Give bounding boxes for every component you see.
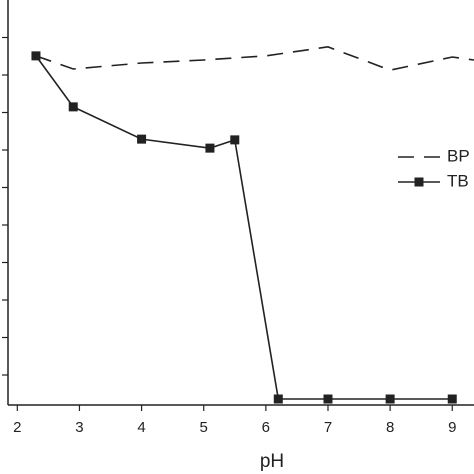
x-axis-title: pH [260, 451, 284, 472]
marker [68, 102, 78, 112]
marker [385, 394, 395, 404]
x-tick-label: 2 [13, 419, 21, 436]
series-line [35, 46, 474, 71]
x-tick-label: 4 [137, 419, 145, 436]
x-tick-label: 3 [75, 419, 83, 436]
marker [323, 394, 333, 404]
x-tick-label: 9 [448, 419, 456, 436]
x-tick-label: 6 [262, 419, 270, 436]
marker [137, 134, 147, 144]
legend-marker [414, 177, 424, 187]
marker [205, 143, 215, 153]
x-tick-label: 7 [324, 419, 332, 436]
marker [31, 51, 41, 61]
marker [230, 135, 240, 145]
x-tick-label: 5 [200, 419, 208, 436]
series-line [35, 55, 453, 400]
x-tick-label: 8 [386, 419, 394, 436]
legend-label: BP [447, 146, 470, 165]
marker [447, 394, 457, 404]
marker [273, 394, 283, 404]
legend-label: TB [447, 171, 469, 190]
